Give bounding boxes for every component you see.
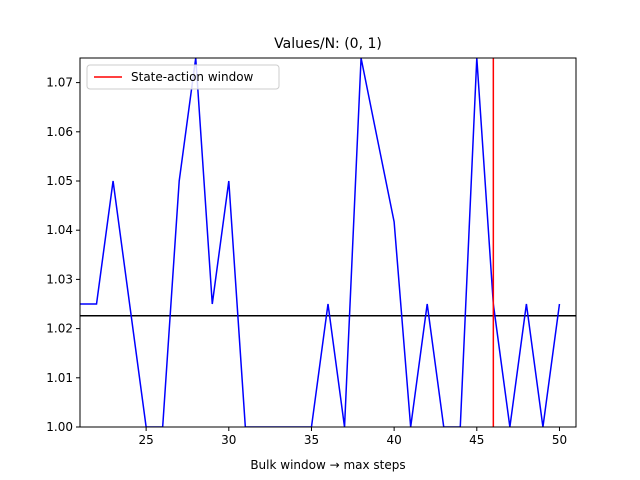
y-tick-label: 1.02 [46,322,73,336]
series-line [80,58,561,427]
x-tick-label: 25 [138,433,153,447]
y-tick-label: 1.07 [46,76,73,90]
x-tick-label: 40 [386,433,401,447]
x-tick-label: 35 [304,433,319,447]
y-tick-label: 1.05 [46,174,73,188]
plot-area [80,58,576,427]
legend-box [86,64,280,90]
x-axis-title: Bulk window → max steps [250,458,405,472]
plot-frame [79,57,577,428]
y-tick-label: 1.04 [46,223,73,237]
y-tick-label: 1.00 [46,420,73,434]
y-tick-label: 1.03 [46,272,73,286]
x-tick-label: 30 [221,433,236,447]
x-tick-label: 50 [552,433,567,447]
y-tick-label: 1.01 [46,371,73,385]
legend: State-action window [86,64,280,90]
legend-label: State-action window [131,70,254,84]
y-tick-label: 1.06 [46,125,73,139]
x-tick-label: 45 [469,433,484,447]
axis-ticks: 25 30 35 40 45 50 1.00 1.01 1.02 1.03 1.04 1.05 1.06… [46,76,567,447]
chart-title: Values/N: (0, 1) [274,36,382,52]
